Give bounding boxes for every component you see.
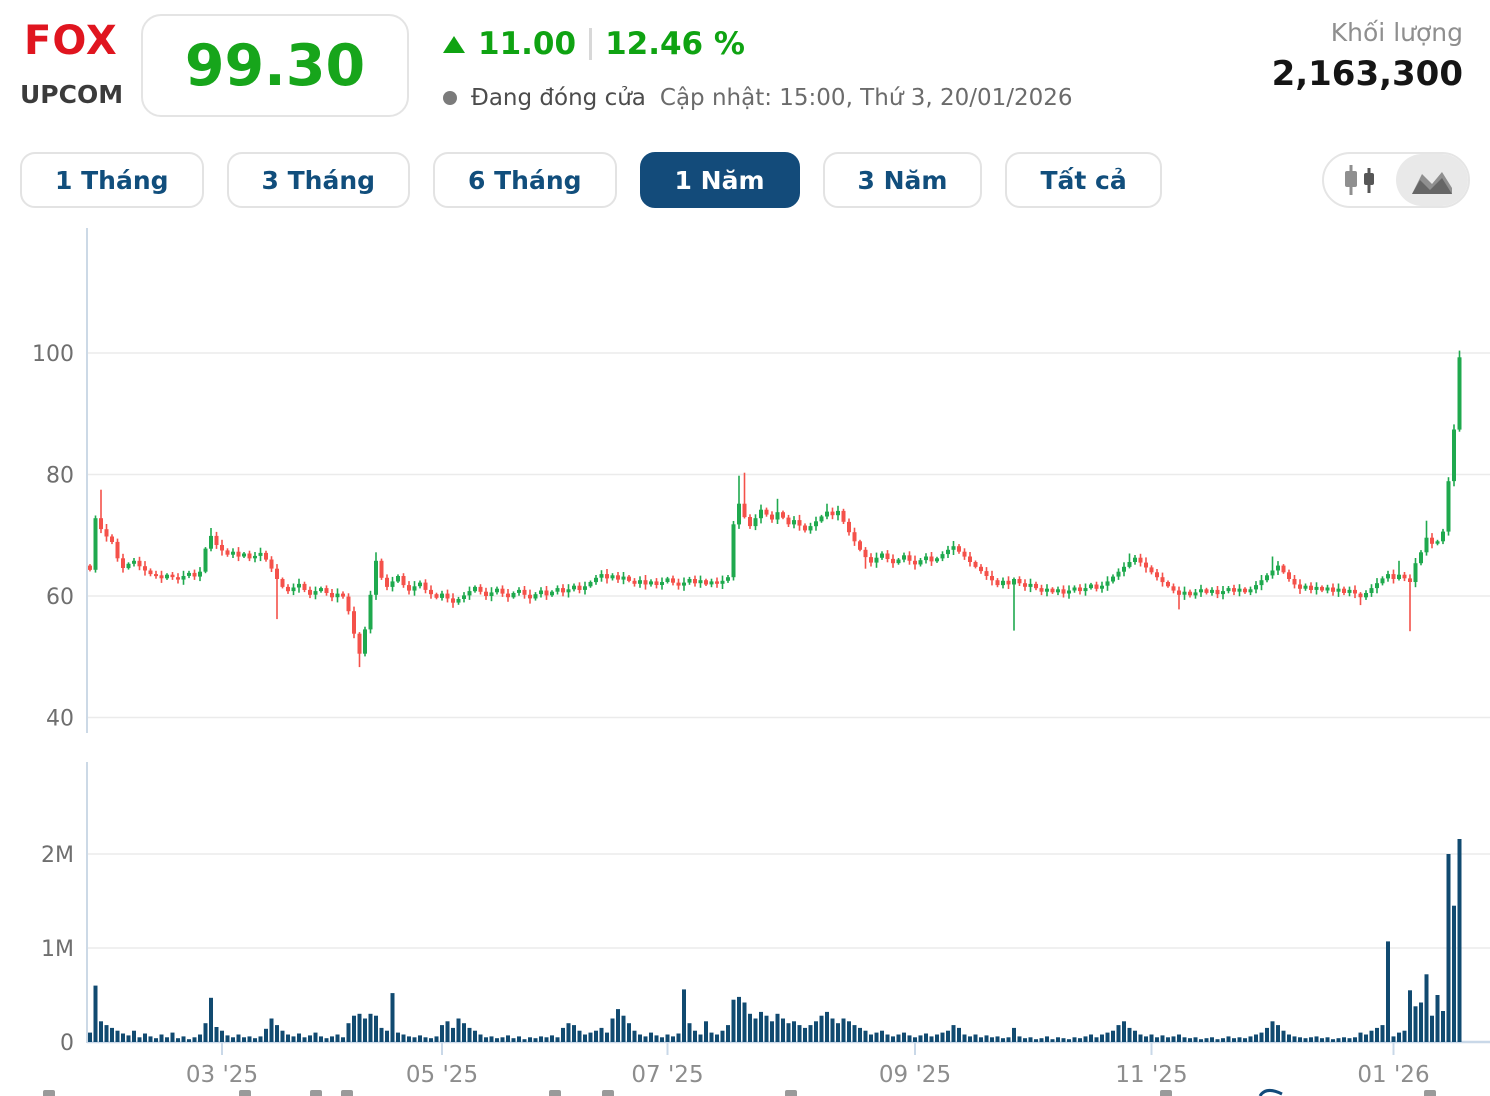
current-price: 99.30 xyxy=(184,32,366,99)
candlestick-icon xyxy=(1345,165,1374,195)
svg-text:05 '25: 05 '25 xyxy=(406,1062,478,1088)
ticker-symbol: FOX xyxy=(24,18,118,64)
current-price-box: 99.30 xyxy=(141,14,409,117)
svg-text:11 '25: 11 '25 xyxy=(1115,1062,1187,1088)
area-chart-icon xyxy=(1412,172,1452,194)
svg-text:1M: 1M xyxy=(41,937,74,962)
svg-text:0: 0 xyxy=(60,1031,74,1056)
svg-text:80: 80 xyxy=(46,464,74,489)
change-divider xyxy=(589,28,593,60)
svg-text:09 '25: 09 '25 xyxy=(879,1062,951,1088)
svg-text:01 '26: 01 '26 xyxy=(1357,1062,1429,1088)
market-status-dot-icon xyxy=(443,91,457,105)
range-button-3-months[interactable]: 3 Tháng xyxy=(226,152,411,208)
chart-type-toggle xyxy=(1322,152,1470,208)
up-arrow-icon xyxy=(443,35,465,53)
range-button-6-months[interactable]: 6 Tháng xyxy=(433,152,617,208)
svg-text:03 '25: 03 '25 xyxy=(186,1062,258,1088)
area-chart-button[interactable] xyxy=(1396,154,1468,206)
range-button-1-year[interactable]: 1 Năm xyxy=(639,152,800,208)
last-updated-text: Cập nhật: 15:00, Thứ 3, 20/01/2026 xyxy=(659,85,1073,111)
volume-label: Khối lượng xyxy=(1330,18,1463,47)
price-change-row: 11.00 12.46 % xyxy=(443,24,745,64)
market-status-row: Đang đóng cửa Cập nhật: 15:00, Thứ 3, 20… xyxy=(443,82,1073,114)
cutoff-glyph xyxy=(1258,1089,1283,1096)
exchange-label: UPCOM xyxy=(20,80,124,109)
change-percent: 12.46 % xyxy=(605,26,745,62)
svg-text:100: 100 xyxy=(32,342,74,367)
range-button-all[interactable]: Tất cả xyxy=(1005,152,1162,208)
market-status-text: Đang đóng cửa xyxy=(471,85,646,111)
volume-value: 2,163,300 xyxy=(1271,54,1463,94)
svg-text:07 '25: 07 '25 xyxy=(631,1062,703,1088)
svg-text:40: 40 xyxy=(46,707,74,732)
change-value: 11.00 xyxy=(478,26,577,62)
header: FOX UPCOM 99.30 11.00 12.46 % Đang đóng … xyxy=(0,0,1490,140)
candlestick-chart-button[interactable] xyxy=(1324,154,1396,206)
cutoff-row xyxy=(0,1088,1490,1096)
range-button-3-years[interactable]: 3 Năm xyxy=(822,152,983,208)
range-button-group: 1 Tháng 3 Tháng 6 Tháng 1 Năm 3 Năm Tất … xyxy=(20,152,1162,208)
svg-text:60: 60 xyxy=(46,585,74,610)
svg-text:2M: 2M xyxy=(41,843,74,868)
range-button-1-month[interactable]: 1 Tháng xyxy=(20,152,204,208)
